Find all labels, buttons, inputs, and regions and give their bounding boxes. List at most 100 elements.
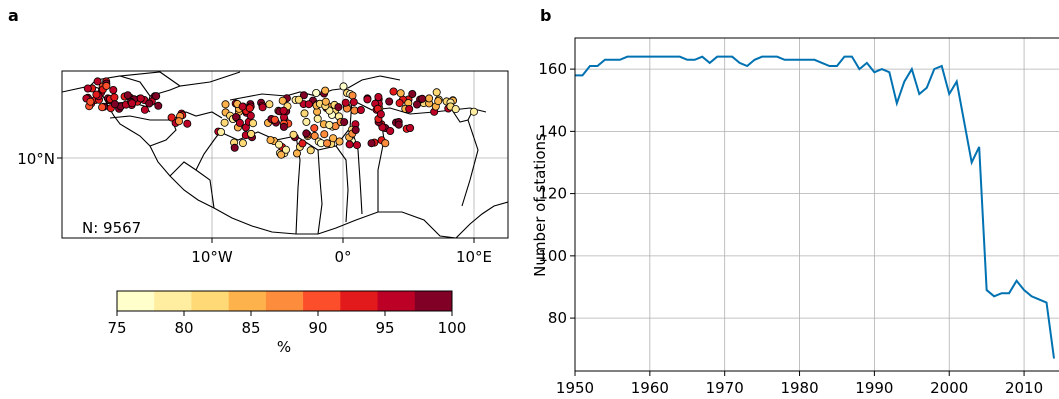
station-point [152,92,161,101]
station-point [270,115,279,124]
stations-series-line [575,55,1056,359]
station-point [394,120,403,129]
colorbar-segment [117,291,155,311]
line-chart-y-ticks: 80 100 120 140 160 [538,60,575,327]
y-tick-label: 80 [548,309,567,327]
station-point [434,97,443,106]
station-point [294,95,303,104]
station-point [345,140,354,149]
station-point [277,150,286,159]
line-chart-x-ticks: 1950 1960 1970 1980 1990 2000 2010 [556,371,1043,397]
station-point [451,105,460,114]
colorbar-segment [154,291,192,311]
station-point [351,126,360,135]
station-point [304,100,313,109]
station-point [320,130,329,139]
colorbar-tick-label: 80 [174,319,193,337]
border-mali-burkina [229,87,349,101]
colorbar-segment [303,291,341,311]
station-point [83,84,92,93]
colorbar-tick-label: 100 [438,319,467,337]
station-point [140,105,149,114]
station-point [278,96,287,105]
colorbar-segment [228,291,267,311]
line-chart-frame [574,37,1059,372]
station-point [220,118,229,127]
border-togo-benin [335,145,349,223]
station-point [389,87,398,96]
station-point [274,140,283,149]
station-point [323,139,332,148]
colorbar-tick-label: 90 [308,319,327,337]
colorbar-ticks: 75 80 85 90 95 100 [107,311,466,337]
station-point [292,149,301,158]
station-point [356,106,365,115]
station-point [109,86,118,95]
border-ivorycoast-west [195,131,221,171]
colorbar-tick-label: 85 [241,319,260,337]
colorbar-frame [116,290,453,312]
border-mauritania-mali [119,71,241,87]
station-point [174,117,183,126]
station-point [381,139,390,148]
x-tick-label: 1950 [556,379,594,397]
station-point [265,100,274,109]
station-point [302,117,311,126]
station-point [405,105,414,114]
station-point [313,114,322,123]
colorbar-tick-label: 75 [107,319,126,337]
station-point [321,86,330,95]
station-point [418,94,427,103]
border-ghana-east [317,149,323,235]
station-point [136,94,145,103]
station-point [92,90,101,99]
station-point [329,134,338,143]
colorbar-segment [377,291,416,311]
x-tick-label: 2000 [930,379,968,397]
station-point [266,136,275,145]
border-guinea-mali [150,111,223,121]
station-point [167,113,176,122]
map-tick-marks [57,157,475,243]
x-tick-label: 1970 [706,379,744,397]
station-point [246,111,255,120]
station-point [235,118,244,127]
station-point [363,95,372,104]
station-point [98,103,107,112]
colorbar-tick-label: 95 [375,319,394,337]
border-cameroon-east [461,119,479,207]
station-point [248,119,257,128]
station-point [238,139,247,148]
station-point [289,130,298,139]
station-point [306,146,315,155]
station-point [154,101,163,110]
station-point [396,89,405,98]
y-tick-label: 100 [538,247,567,265]
station-point [110,93,119,102]
station-point [231,113,240,122]
station-point [349,98,358,107]
y-tick-label: 160 [538,60,567,78]
station-point [245,104,254,113]
x-tick-label: 2010 [1005,379,1043,397]
map-frame [61,70,509,239]
x-tick-label: 1960 [631,379,669,397]
station-point [279,106,288,115]
station-point [93,77,102,86]
map-lon-tick-0: 0° [334,248,351,266]
map-gridlines [62,71,508,238]
station-point [302,129,311,138]
station-point [340,118,349,127]
station-point [325,121,334,130]
station-point [432,88,441,97]
colorbar-segment [414,291,453,311]
panel-b-label: b [540,6,552,25]
station-point [385,97,394,106]
colorbar [117,291,453,311]
y-tick-label: 120 [538,185,567,203]
station-point [216,127,225,136]
station-point [299,91,308,100]
line-chart-panel: 80 100 120 140 160 1950 1960 1970 1980 1990 2000 2… [531,37,1059,397]
map-panel: 10°N 10°W 0° 10°E N: 9567 75 80 85 90 95 100 … [17,70,509,356]
border-guinea-bissau [109,115,151,121]
